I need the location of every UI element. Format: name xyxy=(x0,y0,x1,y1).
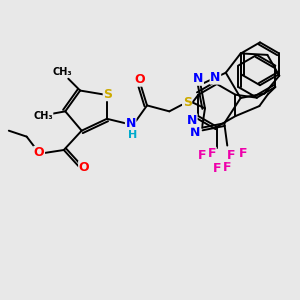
Text: F: F xyxy=(198,148,207,162)
Text: N: N xyxy=(125,117,136,130)
Text: S: S xyxy=(183,96,192,109)
Text: CH₃: CH₃ xyxy=(33,111,53,121)
Text: N: N xyxy=(187,114,197,127)
Text: N: N xyxy=(193,72,203,85)
Text: O: O xyxy=(134,73,145,86)
Text: F: F xyxy=(238,147,247,161)
Text: S: S xyxy=(103,88,112,100)
Text: N: N xyxy=(210,71,220,84)
Text: O: O xyxy=(34,146,44,160)
Text: O: O xyxy=(79,161,89,174)
Text: CH₃: CH₃ xyxy=(52,67,72,77)
Text: F: F xyxy=(213,162,222,175)
Text: N: N xyxy=(190,126,201,139)
Text: F: F xyxy=(208,147,216,161)
Text: H: H xyxy=(128,130,137,140)
Text: F: F xyxy=(223,161,232,174)
Text: F: F xyxy=(227,148,236,162)
